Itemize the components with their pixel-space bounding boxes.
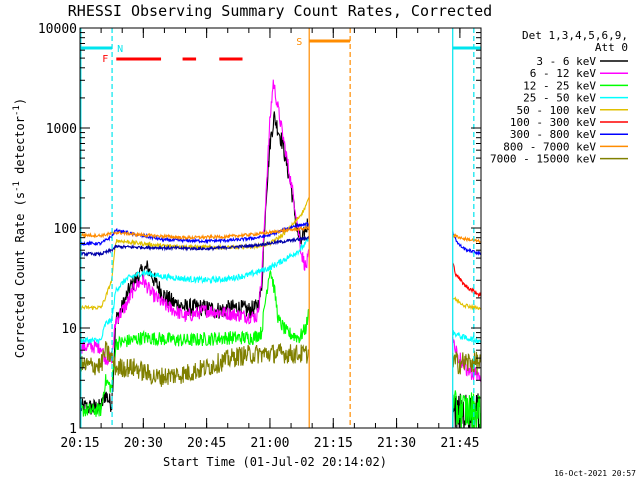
- series-line-after-100-300-kev: [452, 262, 481, 298]
- series-line-main-12-25-kev: [80, 269, 310, 417]
- series-line-main-6-12-kev: [80, 79, 310, 366]
- legend-label-25-50-kev: 25 - 50 keV: [523, 92, 596, 105]
- legend-label-6-12-kev: 6 - 12 keV: [530, 67, 597, 80]
- y-tick-label: 10000: [38, 22, 77, 37]
- series-line-main-3-6-kev: [80, 111, 310, 415]
- y-tick-label: 1: [69, 422, 77, 437]
- x-tick-label: 20:45: [187, 436, 226, 451]
- x-tick-label: 21:00: [250, 436, 289, 451]
- flag-label-s: S: [296, 37, 302, 48]
- timestamp: 16-Oct-2021 20:57: [554, 469, 636, 478]
- legend-title-line2: Att 0: [595, 41, 628, 54]
- x-tick-label: 20:30: [124, 436, 163, 451]
- y-axis: 1 10 100 1000 10000: [38, 22, 481, 437]
- legend-label-3-6-kev: 3 - 6 keV: [536, 55, 596, 68]
- series-line-main-300-800-kev: [80, 235, 310, 258]
- legend-label-12-25-kev: 12 - 25 keV: [523, 79, 596, 92]
- plot-area: NF S: [80, 28, 481, 428]
- y-tick-label: 10: [61, 322, 77, 337]
- series-line-main-800-7000-kev: [80, 225, 310, 241]
- x-tick-label: 21:15: [314, 436, 353, 451]
- x-axis: 20:15 20:30 20:45 21:00 21:15 21:30 21:45: [60, 28, 482, 451]
- legend-label-50-100-kev: 50 - 100 keV: [517, 104, 597, 117]
- flag-label-f: F: [102, 54, 108, 65]
- series-line-after-300-800-kev: [452, 231, 481, 256]
- chart-title: RHESSI Observing Summary Count Rates, Co…: [68, 2, 492, 20]
- legend-label-800-7000-kev: 800 - 7000 keV: [503, 140, 596, 153]
- series-line-main-7000-15000-kev: [80, 341, 310, 387]
- series-line-after-7000-15000-kev: [452, 350, 481, 375]
- x-tick-label: 21:30: [377, 436, 416, 451]
- x-tick-label: 21:45: [440, 436, 479, 451]
- x-axis-label: Start Time (01-Jul-02 20:14:02): [163, 455, 387, 469]
- series-line-main-25-50-kev: [80, 235, 310, 345]
- series-line-after-12-25-kev: [452, 390, 481, 428]
- series-layer: [80, 79, 481, 428]
- series-line-after-50-100-kev: [452, 296, 481, 311]
- series-line-after-25-50-kev: [452, 329, 481, 344]
- series-line-after-800-7000-kev: [452, 233, 481, 245]
- flag-label-n: N: [117, 44, 123, 55]
- legend-label-100-300-kev: 100 - 300 keV: [510, 116, 596, 129]
- legend-label-300-800-kev: 300 - 800 keV: [510, 128, 596, 141]
- y-tick-label: 1000: [46, 122, 77, 137]
- legend-title-line1: Det 1,3,4,5,6,9,: [522, 29, 628, 42]
- y-tick-label: 100: [54, 222, 77, 237]
- legend-label-7000-15000-kev: 7000 - 15000 keV: [490, 153, 596, 166]
- x-tick-label: 20:15: [60, 436, 99, 451]
- y-axis-label: Corrected Count Rate (s-1 detector-1): [12, 98, 27, 358]
